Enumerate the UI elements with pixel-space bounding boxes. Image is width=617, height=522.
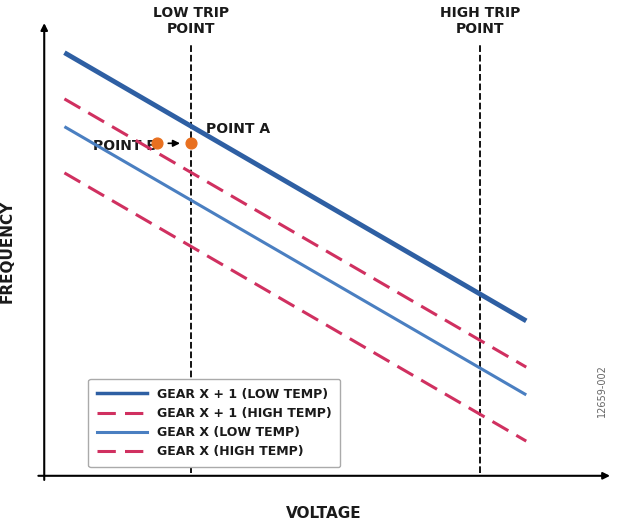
- Text: LOW TRIP
POINT: LOW TRIP POINT: [154, 6, 230, 37]
- Text: POINT A: POINT A: [206, 122, 270, 136]
- Point: [186, 139, 196, 148]
- Text: HIGH TRIP
POINT: HIGH TRIP POINT: [440, 6, 520, 37]
- Legend: GEAR X + 1 (LOW TEMP), GEAR X + 1 (HIGH TEMP), GEAR X (LOW TEMP), GEAR X (HIGH T: GEAR X + 1 (LOW TEMP), GEAR X + 1 (HIGH …: [88, 379, 340, 467]
- Text: VOLTAGE: VOLTAGE: [286, 506, 362, 521]
- Text: POINT B: POINT B: [93, 139, 157, 152]
- Text: 12659-002: 12659-002: [597, 364, 607, 417]
- Point: [152, 139, 162, 148]
- Text: FREQUENCY: FREQUENCY: [0, 200, 14, 303]
